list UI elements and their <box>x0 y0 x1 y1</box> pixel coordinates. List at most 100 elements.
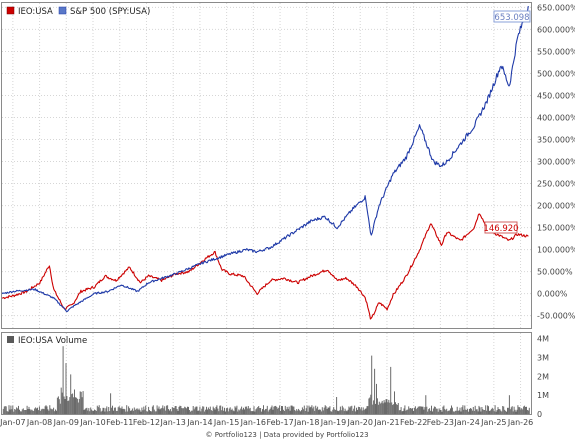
volume-bar <box>523 406 525 414</box>
volume-bar <box>128 406 130 414</box>
volume-bar <box>90 407 92 414</box>
volume-bar <box>485 405 487 414</box>
volume-bar <box>401 411 403 414</box>
volume-bar <box>514 409 516 414</box>
volume-bar <box>144 409 146 414</box>
volume-bar <box>295 411 297 414</box>
volume-bar <box>78 399 80 414</box>
volume-bar <box>196 406 198 414</box>
volume-bar <box>444 409 446 414</box>
volume-bar <box>188 410 190 414</box>
volume-bar <box>495 411 497 414</box>
volume-bar <box>263 410 265 414</box>
volume-bar <box>155 411 157 414</box>
volume-bar <box>163 408 165 414</box>
volume-bar <box>285 409 287 414</box>
volume-bar <box>406 409 408 414</box>
volume-bar <box>458 410 460 414</box>
volume-bar <box>250 411 252 414</box>
volume-bar <box>270 407 272 414</box>
volume-bar <box>409 408 411 414</box>
volume-bar <box>199 406 201 414</box>
volume-bar <box>385 399 387 414</box>
volume-bar <box>393 404 395 414</box>
x-tick-label: Feb-23 <box>427 418 454 427</box>
volume-bar <box>388 399 390 414</box>
volume-bar <box>347 409 349 414</box>
volume-bar <box>447 411 449 414</box>
volume-bar <box>95 410 97 414</box>
volume-bar <box>321 407 323 414</box>
volume-bar <box>522 409 524 414</box>
volume-bar <box>389 402 391 414</box>
x-tick-label: Jan-13 <box>159 418 185 427</box>
volume-bar <box>375 403 376 414</box>
volume-bar <box>516 409 518 414</box>
volume-bar <box>14 409 16 414</box>
volume-bar <box>426 406 428 414</box>
y-tick-label: -50.000% <box>537 312 575 321</box>
volume-bar <box>319 409 321 414</box>
volume-bar <box>39 410 41 414</box>
volume-bar <box>442 406 444 414</box>
volume-bar <box>230 410 232 414</box>
volume-bar <box>419 406 421 414</box>
volume-bar <box>244 406 246 414</box>
volume-bar <box>489 410 490 414</box>
volume-bar <box>103 407 105 414</box>
volume-bar <box>23 410 25 414</box>
volume-bar <box>507 407 508 414</box>
volume-bar <box>429 408 431 414</box>
volume-bar <box>509 409 511 414</box>
volume-bar <box>11 409 13 414</box>
volume-bar <box>324 405 326 414</box>
volume-bar <box>446 408 448 414</box>
volume-bar <box>5 406 7 414</box>
volume-bar <box>392 404 394 414</box>
volume-bar <box>373 400 375 414</box>
volume-bar <box>280 410 282 414</box>
volume-bar <box>260 408 262 414</box>
x-tick-label: Feb-11 <box>106 418 133 427</box>
x-tick-label: Jan-19 <box>320 418 346 427</box>
volume-bar <box>510 407 512 414</box>
volume-bar <box>180 406 182 414</box>
volume-bar <box>480 411 482 414</box>
volume-bar <box>325 406 327 414</box>
volume-bar <box>366 406 368 414</box>
volume-bar <box>6 411 8 414</box>
volume-bar <box>521 408 523 414</box>
volume-bar <box>75 397 76 414</box>
volume-bar <box>267 411 269 414</box>
x-tick-label: Jan-09 <box>53 418 79 427</box>
volume-bar <box>353 408 355 414</box>
volume-bar <box>431 405 432 414</box>
volume-bar <box>329 406 331 414</box>
volume-bar <box>287 408 289 414</box>
volume-bar <box>264 409 266 414</box>
volume-bar <box>94 410 96 414</box>
volume-bar <box>207 407 209 414</box>
volume-bar <box>214 409 216 414</box>
volume-bar <box>213 408 215 414</box>
volume-bar <box>238 409 240 414</box>
volume-bar <box>464 405 466 414</box>
volume-bar <box>344 408 346 414</box>
volume-bar <box>104 411 106 414</box>
volume-bar <box>305 408 307 414</box>
volume-bar <box>342 407 344 414</box>
volume-bar <box>231 408 233 414</box>
volume-bar <box>281 406 282 414</box>
volume-bar <box>457 410 459 414</box>
volume-bar <box>454 410 456 414</box>
volume-bar <box>33 411 35 414</box>
volume-bar <box>102 407 104 414</box>
volume-panel-border <box>1 332 532 415</box>
volume-bar <box>275 405 277 414</box>
volume-bar <box>41 408 43 414</box>
volume-bar <box>263 405 264 414</box>
volume-bar <box>501 411 503 414</box>
volume-bar <box>76 398 78 414</box>
volume-bar <box>37 410 39 414</box>
volume-bar <box>2 408 4 414</box>
